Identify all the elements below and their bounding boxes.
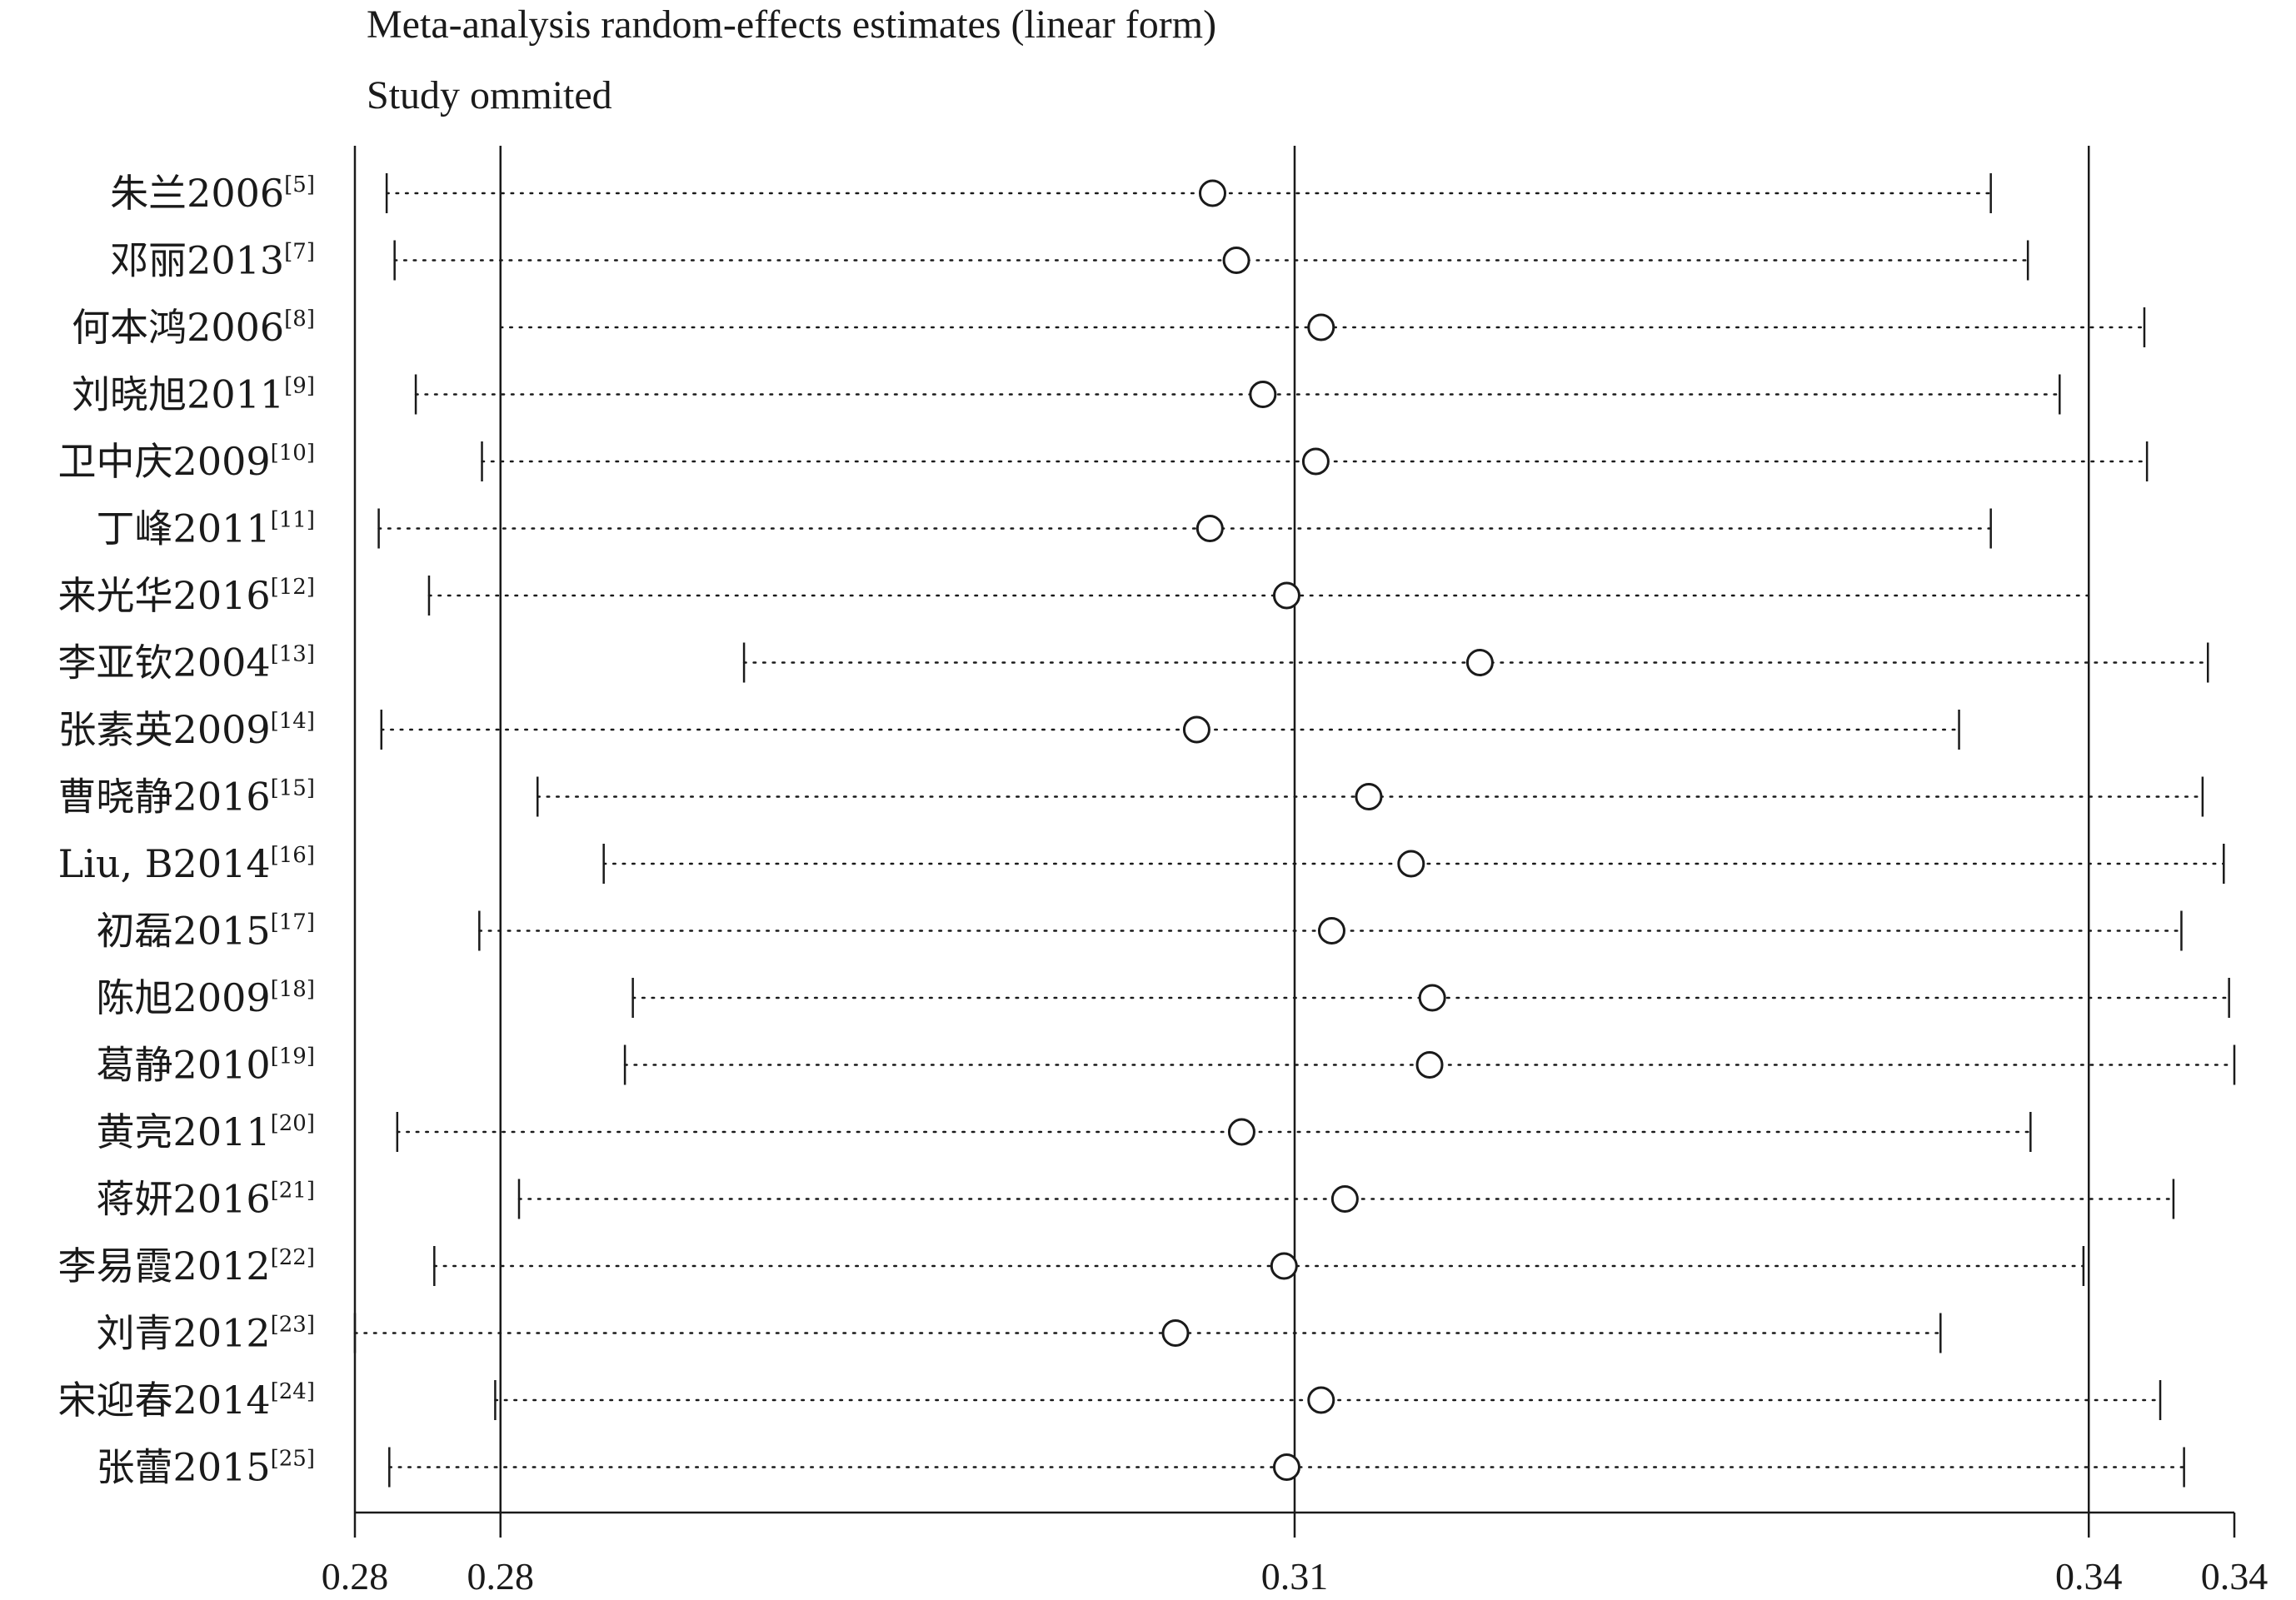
x-tick-label: 0.34 bbox=[2201, 1555, 2269, 1598]
point-estimate bbox=[1249, 381, 1277, 408]
study-row: 李易霞2012[22] bbox=[58, 1244, 2085, 1288]
study-label: 初磊2015[17] bbox=[97, 909, 315, 954]
study-row: 李亚钦2004[13] bbox=[58, 640, 2209, 685]
study-label: 李亚钦2004[13] bbox=[58, 640, 315, 685]
study-rows: 朱兰2006[5] 邓丽2013[7] 何本鸿2006[8] 刘晓旭2011[9] 卫中… bbox=[58, 171, 2236, 1490]
point-estimate bbox=[1330, 1185, 1359, 1213]
point-estimate bbox=[1301, 447, 1330, 476]
study-label: 来光华2016[12] bbox=[58, 573, 315, 618]
study-row: 蒋妍2016[21] bbox=[97, 1177, 2175, 1222]
study-label: 张蕾2015[25] bbox=[97, 1445, 315, 1490]
point-estimate bbox=[1222, 247, 1250, 274]
study-row: 丁峰2011[11] bbox=[97, 506, 1992, 551]
study-label: 刘晓旭2011[9] bbox=[72, 372, 315, 417]
study-row: 宋迎春2014[24] bbox=[58, 1378, 2162, 1423]
x-tick-label: 0.28 bbox=[467, 1555, 535, 1598]
study-label: 朱兰2006[5] bbox=[110, 171, 315, 216]
point-estimate bbox=[1355, 783, 1383, 810]
study-row: 葛静2010[19] bbox=[97, 1043, 2236, 1088]
point-estimate bbox=[1415, 1051, 1444, 1079]
point-estimate bbox=[1272, 1453, 1300, 1481]
study-label: 李易霞2012[22] bbox=[58, 1244, 315, 1288]
study-label: 黄亮2011[20] bbox=[97, 1109, 315, 1154]
study-row: 黄亮2011[20] bbox=[97, 1109, 2032, 1154]
study-row: 刘青2012[23] bbox=[97, 1311, 1942, 1356]
study-label: 丁峰2011[11] bbox=[97, 506, 315, 551]
study-label: 宋迎春2014[24] bbox=[58, 1378, 315, 1423]
point-estimate bbox=[1418, 984, 1446, 1012]
point-estimate bbox=[1195, 515, 1224, 542]
study-label: 陈旭2009[18] bbox=[97, 975, 315, 1020]
study-row: 陈旭2009[18] bbox=[97, 975, 2230, 1020]
study-label: Liu, B2014[16] bbox=[58, 841, 315, 886]
study-row: 初磊2015[17] bbox=[97, 909, 2183, 954]
x-tick-label: 0.34 bbox=[2055, 1555, 2123, 1598]
x-tick-label: 0.31 bbox=[1261, 1555, 1329, 1598]
point-estimate bbox=[1272, 581, 1300, 610]
point-estimate bbox=[1161, 1319, 1190, 1347]
study-row: 卫中庆2009[10] bbox=[58, 439, 2149, 484]
reference-lines bbox=[353, 146, 2090, 1513]
study-row: 邓丽2013[7] bbox=[110, 238, 2029, 283]
point-estimate bbox=[1317, 917, 1345, 945]
point-estimate bbox=[1227, 1118, 1255, 1146]
point-estimate bbox=[1307, 313, 1335, 341]
study-label: 曹晓静2016[15] bbox=[58, 775, 315, 820]
point-estimate bbox=[1270, 1252, 1298, 1280]
point-estimate bbox=[1182, 715, 1210, 744]
point-estimate bbox=[1397, 850, 1425, 878]
study-row: 刘晓旭2011[9] bbox=[72, 372, 2061, 417]
point-estimate bbox=[1198, 179, 1226, 207]
point-estimate bbox=[1465, 649, 1494, 676]
study-label: 邓丽2013[7] bbox=[110, 238, 315, 283]
study-row: 曹晓静2016[15] bbox=[58, 775, 2204, 820]
study-row: 来光华2016[12] bbox=[58, 573, 2090, 618]
chart-title: Meta-analysis random-effects estimates (… bbox=[367, 2, 1216, 47]
study-row: 朱兰2006[5] bbox=[110, 171, 1992, 216]
study-label: 蒋妍2016[21] bbox=[97, 1177, 315, 1222]
study-row: 张蕾2015[25] bbox=[97, 1445, 2185, 1490]
study-row: 何本鸿2006[8] bbox=[72, 305, 2146, 350]
x-tick-label: 0.28 bbox=[322, 1555, 389, 1598]
study-label: 卫中庆2009[10] bbox=[58, 439, 315, 484]
study-label: 张素英2009[14] bbox=[58, 707, 315, 752]
study-label: 何本鸿2006[8] bbox=[72, 305, 315, 350]
study-label: 刘青2012[23] bbox=[97, 1311, 315, 1356]
point-estimate bbox=[1307, 1386, 1335, 1414]
study-row: Liu, B2014[16] bbox=[58, 841, 2225, 886]
study-row: 张素英2009[14] bbox=[58, 707, 1960, 752]
study-label: 葛静2010[19] bbox=[97, 1043, 315, 1088]
chart-subtitle: Study ommited bbox=[367, 73, 612, 117]
x-axis: 0.28 0.28 0.31 0.34 0.34 bbox=[322, 1511, 2269, 1598]
